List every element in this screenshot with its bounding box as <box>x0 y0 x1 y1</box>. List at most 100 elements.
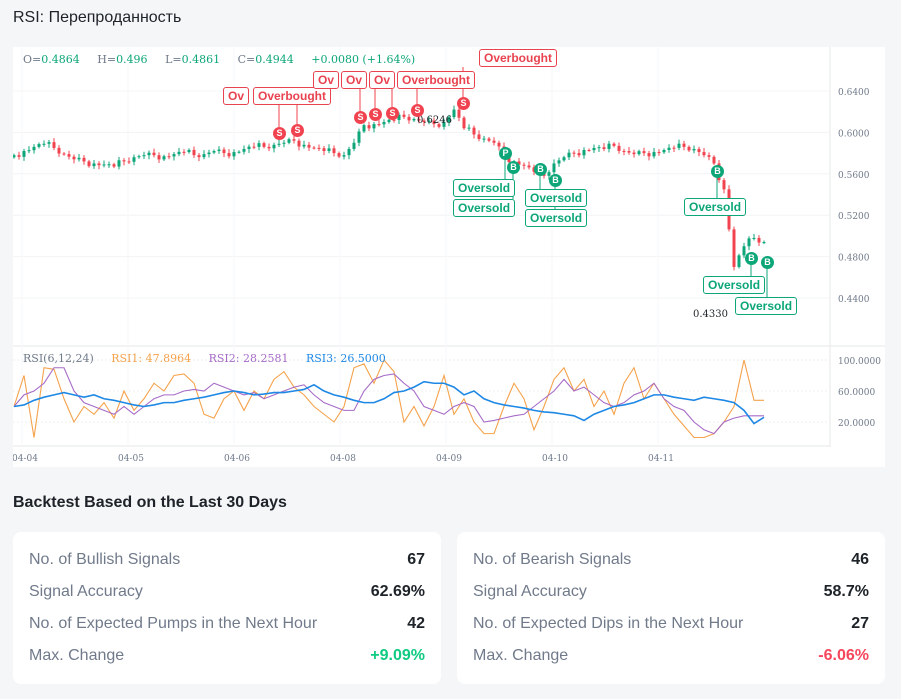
overbought-label[interactable]: Ov <box>313 71 340 89</box>
sell-signal-icon[interactable]: S <box>354 111 367 124</box>
buy-signal-icon[interactable]: B <box>534 163 547 176</box>
candle-body <box>652 152 656 157</box>
page-title: RSI: Перепроданность <box>13 9 182 26</box>
candle-body <box>487 138 491 141</box>
candle-body <box>162 156 166 160</box>
overbought-label[interactable]: Overbought <box>479 49 557 67</box>
overbought-label[interactable]: Ov <box>369 71 396 89</box>
candle-body <box>362 125 366 132</box>
candle-body <box>517 161 521 165</box>
candle-body <box>627 151 631 153</box>
change-value: +0.0080 (+1.64%) <box>311 53 416 66</box>
candle-body <box>22 151 26 157</box>
overbought-label[interactable]: Overbought <box>253 87 331 105</box>
buy-signal-icon[interactable]: B <box>549 174 562 187</box>
high-label: H= <box>97 53 117 66</box>
oversold-label[interactable]: Oversold <box>525 189 588 207</box>
candle-body <box>407 116 411 121</box>
stat-row: No. of Expected Pumps in the Next Hour 42 <box>29 608 425 640</box>
candle-body <box>127 161 131 163</box>
bearish-card: No. of Bearish Signals 46 Signal Accuracy… <box>457 532 885 684</box>
rsi-tick-label: 60.0000 <box>838 388 875 398</box>
time-tick-label: 04-11 <box>648 454 674 464</box>
rsi1-value: RSI1: 47.8964 <box>111 352 192 365</box>
stat-label: Max. Change <box>473 647 569 664</box>
buy-signal-icon[interactable]: B <box>761 256 774 269</box>
sell-signal-icon[interactable]: S <box>291 124 304 137</box>
candle-body <box>667 147 671 150</box>
buy-signal-icon[interactable]: B <box>711 165 724 178</box>
overbought-label[interactable]: Ov <box>223 87 250 105</box>
oversold-label[interactable]: Oversold <box>453 199 516 217</box>
low-value: 0.4861 <box>181 53 221 66</box>
stat-row: Signal Accuracy 62.69% <box>29 576 425 608</box>
candle-body <box>172 154 176 157</box>
candle-body <box>57 147 61 154</box>
overbought-label[interactable]: Ov <box>341 71 368 89</box>
oversold-label[interactable]: Oversold <box>684 198 747 216</box>
oversold-label[interactable]: Oversold <box>525 209 588 227</box>
candle-body <box>13 155 16 158</box>
candle-body <box>67 154 71 157</box>
stat-row: No. of Expected Dips in the Next Hour 27 <box>473 608 869 640</box>
candle-body <box>552 163 556 173</box>
stat-value: 46 <box>851 551 869 568</box>
candle-body <box>452 109 456 118</box>
close-label: C= <box>237 53 256 66</box>
sell-signal-icon[interactable]: S <box>457 97 470 110</box>
candle-body <box>72 156 76 160</box>
candle-body <box>297 140 301 147</box>
sell-signal-icon[interactable]: S <box>369 108 382 121</box>
candle-body <box>732 229 736 267</box>
stat-value: 42 <box>407 615 425 632</box>
candle-body <box>582 149 586 156</box>
candle-body <box>722 180 726 190</box>
candle-body <box>577 153 581 156</box>
candle-body <box>597 147 601 149</box>
time-tick-label: 04-10 <box>542 454 568 464</box>
stat-label: Max. Change <box>29 647 125 664</box>
time-tick-label: 04-06 <box>224 454 250 464</box>
buy-signal-icon[interactable]: B <box>745 252 758 265</box>
candle-body <box>352 142 356 149</box>
high-annotation: 0.6246 <box>417 115 452 126</box>
candle-body <box>557 160 561 164</box>
chart-panel[interactable]: 0.6400 0.6000 0.5600 0.5200 0.4800 0.4400 100.… <box>13 47 885 467</box>
candle-body <box>462 117 466 129</box>
candle-body <box>397 114 401 120</box>
candle-body <box>32 146 36 151</box>
candle-body <box>592 147 596 151</box>
price-tick-label: 0.5600 <box>838 171 870 181</box>
chart-svg[interactable]: 0.6400 0.6000 0.5600 0.5200 0.4800 0.4400 100.… <box>13 47 885 467</box>
candle-body <box>322 148 326 152</box>
bullish-card: No. of Bullish Signals 67 Signal Accuracy… <box>13 532 441 684</box>
low-annotation: 0.4330 <box>693 309 728 320</box>
overbought-label[interactable]: Overbought <box>397 71 475 89</box>
stat-value: 67 <box>407 551 425 568</box>
oversold-label[interactable]: Oversold <box>735 297 798 315</box>
sell-signal-icon[interactable]: S <box>411 104 424 117</box>
price-tick-label: 0.6000 <box>838 129 870 139</box>
stat-label: Signal Accuracy <box>473 583 587 600</box>
stat-row: No. of Bullish Signals 67 <box>29 544 425 576</box>
candle-body <box>547 172 551 176</box>
stat-row: Signal Accuracy 58.7% <box>473 576 869 608</box>
sell-signal-icon[interactable]: S <box>273 127 286 140</box>
time-tick-label: 04-05 <box>118 454 144 464</box>
candle-body <box>587 149 591 151</box>
candle-body <box>642 151 646 154</box>
candle-body <box>672 147 676 149</box>
stat-label: No. of Bearish Signals <box>473 551 632 568</box>
candle-body <box>622 150 626 152</box>
candle-body <box>62 153 66 155</box>
buy-signal-icon[interactable]: B <box>507 161 520 174</box>
candle-body <box>282 142 286 144</box>
oversold-label[interactable]: Oversold <box>453 179 516 197</box>
sell-signal-icon[interactable]: S <box>386 107 399 120</box>
candle-body <box>212 151 216 153</box>
candle-body <box>522 164 526 166</box>
rsi-tick-label: 20.0000 <box>838 419 875 429</box>
oversold-label[interactable]: Oversold <box>703 276 766 294</box>
candle-body <box>97 163 101 166</box>
buy-signal-icon[interactable]: P <box>499 147 512 160</box>
